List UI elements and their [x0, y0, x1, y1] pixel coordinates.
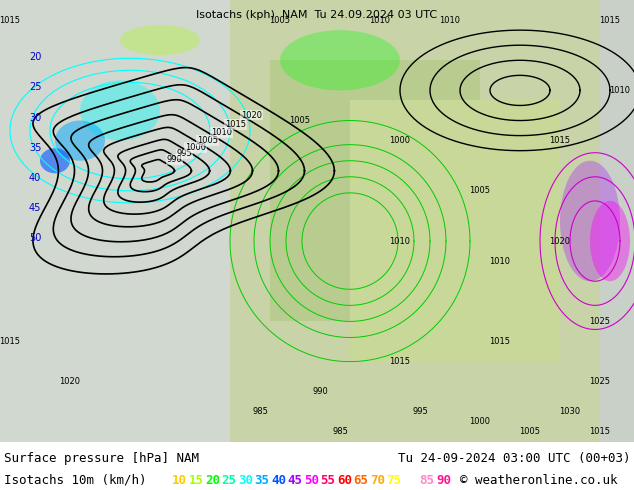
Text: 1015: 1015 — [0, 16, 20, 24]
Text: 20: 20 — [205, 474, 220, 487]
Text: 1005: 1005 — [470, 186, 491, 196]
Text: 40: 40 — [271, 474, 286, 487]
Text: 1005: 1005 — [519, 427, 541, 437]
Polygon shape — [270, 60, 480, 321]
Text: 30: 30 — [238, 474, 253, 487]
Text: 35: 35 — [29, 143, 41, 153]
Text: Isotachs (kph)  NAM  Tu 24.09.2024 03 UTC: Isotachs (kph) NAM Tu 24.09.2024 03 UTC — [197, 10, 437, 20]
Text: 1020: 1020 — [60, 377, 81, 386]
Text: 990: 990 — [312, 387, 328, 396]
Text: 30: 30 — [29, 113, 41, 122]
Text: 60: 60 — [337, 474, 352, 487]
Text: 75: 75 — [387, 474, 401, 487]
Text: © weatheronline.co.uk: © weatheronline.co.uk — [460, 474, 618, 487]
Text: 1025: 1025 — [590, 317, 611, 326]
Text: 1020: 1020 — [550, 237, 571, 245]
Text: 1000: 1000 — [389, 136, 410, 145]
Text: 1010: 1010 — [609, 86, 630, 95]
Text: 1010: 1010 — [439, 16, 460, 24]
Text: 1015: 1015 — [600, 16, 621, 24]
Text: 85: 85 — [420, 474, 434, 487]
Text: 35: 35 — [254, 474, 269, 487]
Polygon shape — [350, 100, 560, 362]
Text: 65: 65 — [354, 474, 368, 487]
Text: 90: 90 — [436, 474, 451, 487]
Ellipse shape — [590, 201, 630, 281]
Text: 1015: 1015 — [550, 136, 571, 145]
Text: 1030: 1030 — [559, 407, 581, 416]
Text: 80: 80 — [403, 474, 418, 487]
Text: 1000: 1000 — [470, 417, 491, 426]
Ellipse shape — [280, 30, 400, 90]
Ellipse shape — [80, 80, 160, 141]
Text: 25: 25 — [221, 474, 236, 487]
Text: 1010: 1010 — [370, 16, 391, 24]
Text: 985: 985 — [332, 427, 348, 437]
Ellipse shape — [560, 161, 620, 281]
Text: Isotachs 10m (km/h): Isotachs 10m (km/h) — [4, 474, 146, 487]
Text: 1025: 1025 — [590, 377, 611, 386]
Text: 70: 70 — [370, 474, 385, 487]
Text: 1015: 1015 — [0, 337, 20, 346]
Text: 995: 995 — [176, 149, 192, 158]
Text: 10: 10 — [172, 474, 187, 487]
Text: 55: 55 — [321, 474, 335, 487]
Text: 50: 50 — [29, 233, 41, 243]
Text: 1015: 1015 — [590, 427, 611, 437]
Polygon shape — [230, 0, 600, 442]
Text: 1010: 1010 — [389, 237, 410, 245]
Text: 1020: 1020 — [241, 111, 262, 120]
Text: 50: 50 — [304, 474, 319, 487]
FancyBboxPatch shape — [480, 0, 634, 442]
FancyBboxPatch shape — [0, 0, 230, 442]
Text: 985: 985 — [252, 407, 268, 416]
Text: 15: 15 — [188, 474, 204, 487]
Text: 990: 990 — [167, 155, 183, 164]
Text: 995: 995 — [412, 407, 428, 416]
Text: 1015: 1015 — [225, 120, 246, 129]
Text: 25: 25 — [29, 82, 41, 93]
Ellipse shape — [55, 121, 105, 161]
Text: 1000: 1000 — [185, 143, 206, 152]
Text: 1005: 1005 — [290, 116, 311, 125]
Text: 1010: 1010 — [211, 128, 232, 137]
Text: 1005: 1005 — [197, 136, 218, 145]
Ellipse shape — [40, 148, 70, 173]
Text: 1015: 1015 — [489, 337, 510, 346]
Text: Tu 24-09-2024 03:00 UTC (00+03): Tu 24-09-2024 03:00 UTC (00+03) — [398, 452, 630, 465]
Text: 40: 40 — [29, 173, 41, 183]
Text: 45: 45 — [29, 203, 41, 213]
Text: Surface pressure [hPa] NAM: Surface pressure [hPa] NAM — [4, 452, 199, 465]
Text: 1005: 1005 — [269, 16, 290, 24]
Text: 20: 20 — [29, 52, 41, 62]
Text: 1010: 1010 — [489, 257, 510, 266]
Text: 45: 45 — [287, 474, 302, 487]
Text: 1015: 1015 — [389, 357, 410, 366]
Ellipse shape — [120, 25, 200, 55]
